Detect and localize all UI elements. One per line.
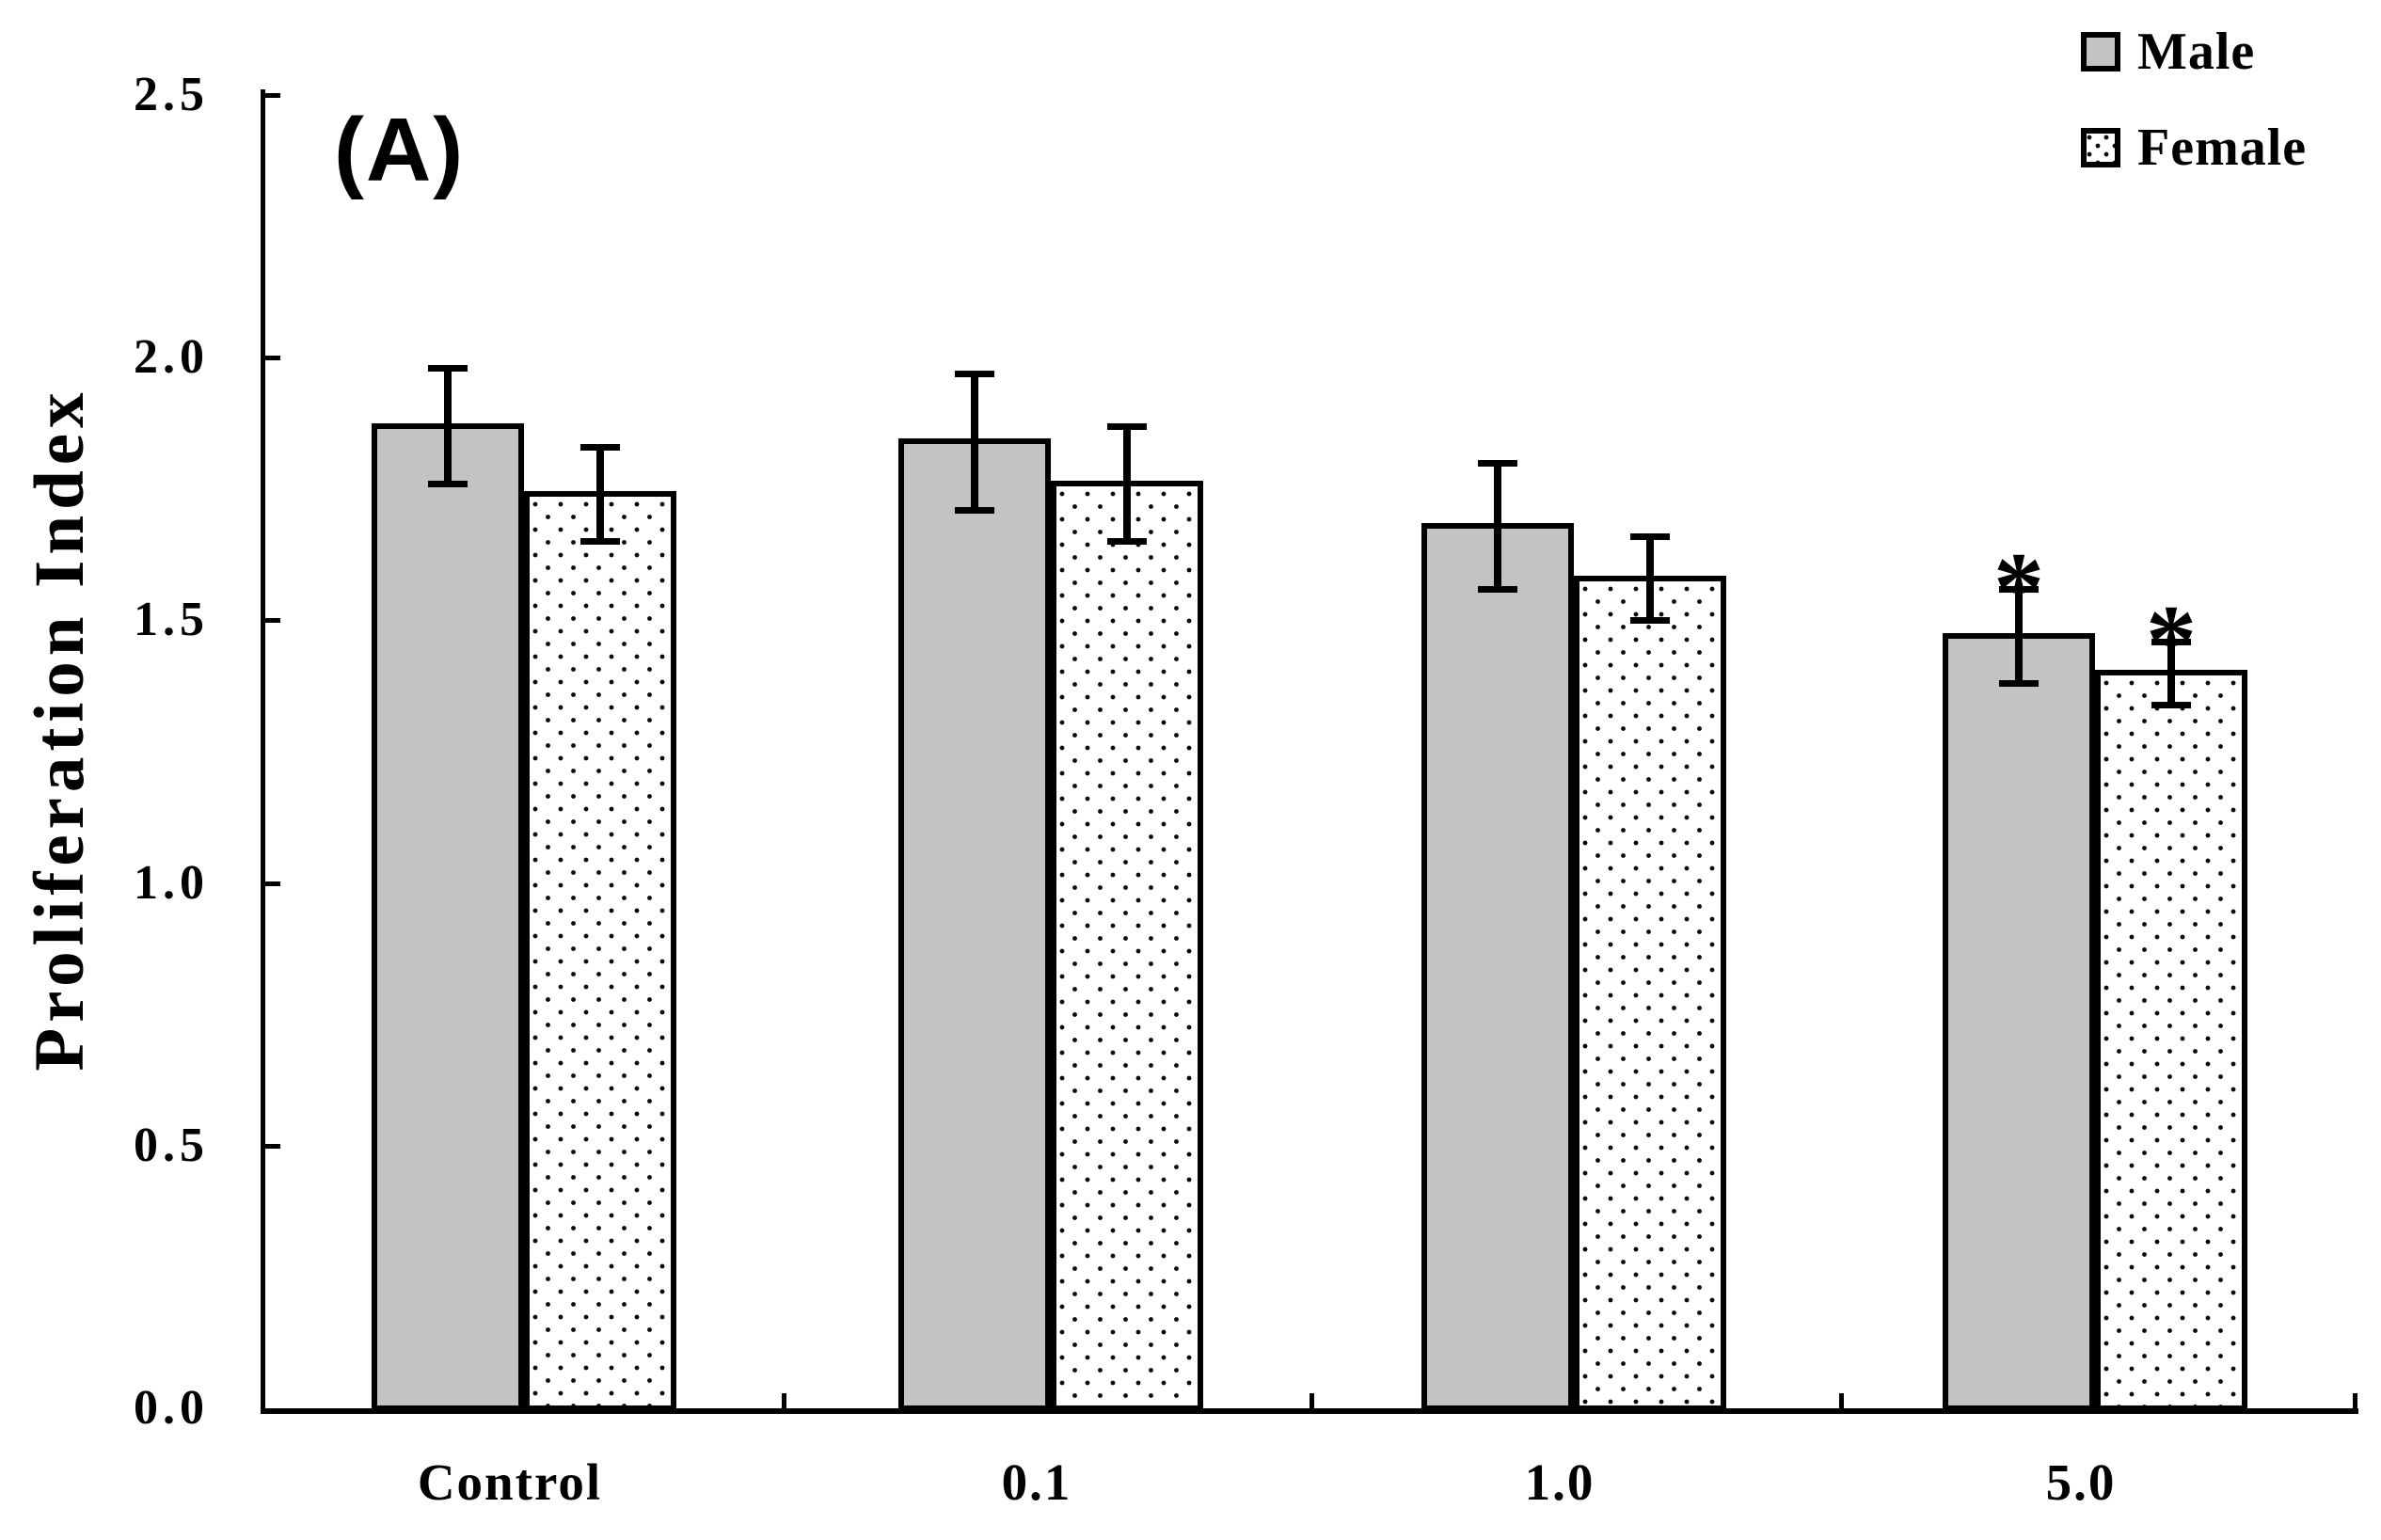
x-tick <box>1310 1393 1314 1408</box>
y-tick <box>265 92 280 98</box>
panel-label: (A) <box>334 100 466 200</box>
bar-female-0-1 <box>1051 481 1203 1411</box>
y-tick-label: 2.5 <box>134 67 209 121</box>
error-cap-top-male-control <box>428 365 468 373</box>
bar-male-1-0 <box>1421 522 1574 1411</box>
error-bar-female-5-0 <box>2167 641 2175 705</box>
bar-female-1-0 <box>1574 575 1726 1411</box>
bar-male-0-1 <box>898 438 1051 1411</box>
x-tick <box>782 1393 786 1408</box>
error-bar-male-5-0 <box>2015 588 2023 684</box>
x-tick <box>1839 1393 1844 1408</box>
error-bar-male-0-1 <box>971 373 978 510</box>
y-tick <box>265 356 280 360</box>
error-bar-male-1-0 <box>1494 462 1501 589</box>
error-cap-bottom-male-0-1 <box>955 506 994 514</box>
bar-male-5-0 <box>1943 633 2095 1411</box>
y-tick-label: 1.5 <box>134 593 209 647</box>
error-cap-top-female-5-0 <box>2151 638 2191 645</box>
legend-item-female: Female <box>2081 121 2307 174</box>
legend-swatch-female-icon <box>2081 128 2120 167</box>
y-tick-label: 0.0 <box>134 1381 209 1435</box>
error-cap-bottom-male-5-0 <box>1999 680 2039 688</box>
error-bar-female-control <box>596 446 604 542</box>
error-cap-top-male-0-1 <box>955 370 994 377</box>
error-cap-bottom-female-control <box>580 538 620 546</box>
y-axis-title: Proliferation Index <box>21 387 99 1072</box>
significance-asterisk-male-5-0: * <box>1993 532 2044 644</box>
y-tick-label: 0.5 <box>134 1118 209 1172</box>
bar-female-control <box>524 491 676 1411</box>
x-tick-label: 0.1 <box>1001 1453 1072 1511</box>
error-cap-top-female-0-1 <box>1107 422 1147 430</box>
error-cap-bottom-female-0-1 <box>1107 538 1147 546</box>
x-tick-label: Control <box>417 1453 603 1511</box>
legend-item-male: Male <box>2081 25 2255 78</box>
legend-label-female: Female <box>2137 119 2308 177</box>
legend-swatch-male-icon <box>2081 32 2120 71</box>
x-tick <box>2353 1393 2357 1408</box>
error-cap-top-male-1-0 <box>1478 459 1517 467</box>
error-bar-female-0-1 <box>1123 425 1131 542</box>
y-tick <box>265 1143 280 1149</box>
error-cap-bottom-female-1-0 <box>1630 617 1670 625</box>
error-cap-top-female-1-0 <box>1630 532 1670 540</box>
y-tick <box>265 618 280 624</box>
bar-male-control <box>372 422 524 1411</box>
y-tick-label: 1.0 <box>134 855 209 910</box>
y-tick <box>265 881 280 886</box>
legend-label-male: Male <box>2137 23 2256 81</box>
error-bar-female-1-0 <box>1646 535 1654 621</box>
bar-female-5-0 <box>2095 670 2247 1411</box>
x-tick-label: 1.0 <box>1524 1453 1595 1511</box>
error-cap-bottom-male-control <box>428 481 468 488</box>
significance-asterisk-female-5-0: * <box>2146 584 2197 697</box>
error-cap-bottom-female-5-0 <box>2151 701 2191 708</box>
y-axis-line <box>261 89 265 1414</box>
error-cap-bottom-male-1-0 <box>1478 585 1517 593</box>
error-bar-male-control <box>444 368 452 484</box>
error-cap-top-female-control <box>580 443 620 451</box>
y-tick-label: 2.0 <box>134 330 209 384</box>
error-cap-top-male-5-0 <box>1999 585 2039 593</box>
x-tick-label: 5.0 <box>2045 1453 2117 1511</box>
x-axis-line <box>261 1408 2358 1414</box>
